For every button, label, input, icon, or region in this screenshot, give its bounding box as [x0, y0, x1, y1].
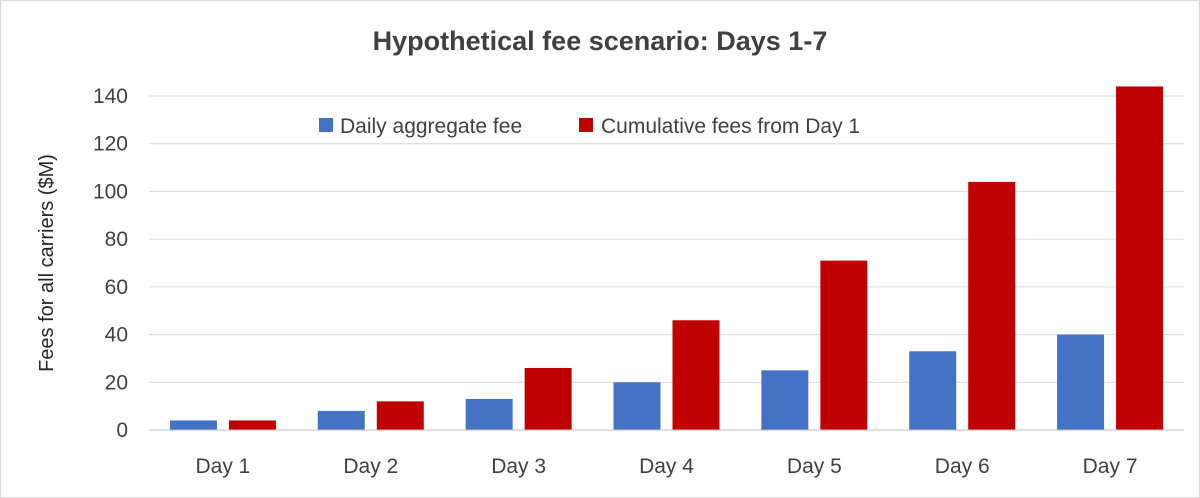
legend-swatch-cumulative: [579, 118, 593, 132]
legend-item-cumulative: Cumulative fees from Day 1: [579, 115, 860, 138]
legend-label-daily: Daily aggregate fee: [340, 115, 522, 138]
x-tick-label: Day 3: [491, 455, 546, 478]
y-tick-label: 100: [93, 180, 128, 203]
chart-title: Hypothetical fee scenario: Days 1-7: [373, 26, 828, 56]
y-tick-label: 20: [105, 371, 128, 394]
legend-label-cumulative: Cumulative fees from Day 1: [601, 115, 860, 138]
legend-item-daily: Daily aggregate fee: [319, 115, 522, 138]
y-tick-label: 0: [116, 419, 128, 442]
x-tick-label: Day 2: [343, 455, 398, 478]
bar-cumulative-day-4: [672, 320, 720, 430]
y-tick-label: 80: [105, 228, 128, 251]
y-tick-label: 140: [93, 85, 128, 108]
legend-swatch-daily: [319, 118, 333, 132]
y-tick-label: 120: [93, 133, 128, 156]
y-tick-label: 60: [105, 276, 128, 299]
gridlines: [149, 95, 1184, 383]
y-tick-label: 40: [105, 324, 128, 347]
y-axis-ticks: 0 20 40 60 80 100 120 140: [93, 85, 128, 442]
y-axis-label: Fees for all carriers ($M): [36, 154, 58, 372]
x-axis-ticks: Day 1 Day 2 Day 3 Day 4 Day 5 Day 6 Day 7: [195, 455, 1137, 478]
bar-cumulative-day-6: [968, 181, 1016, 430]
x-tick-label: Day 4: [639, 455, 694, 478]
bar-cumulative-day-1: [228, 420, 276, 430]
x-tick-label: Day 7: [1083, 455, 1138, 478]
legend: Daily aggregate fee Cumulative fees from…: [319, 115, 860, 138]
x-tick-label: Day 1: [195, 455, 250, 478]
bar-daily-day-7: [1057, 334, 1105, 430]
bar-cumulative-day-7: [1116, 86, 1164, 430]
bar-daily-day-5: [761, 370, 809, 430]
bar-cumulative-day-2: [376, 401, 424, 430]
bar-cumulative-day-3: [524, 367, 572, 430]
bar-daily-day-2: [317, 410, 365, 430]
bar-daily-day-1: [169, 420, 217, 430]
bar-daily-day-6: [909, 351, 957, 430]
bar-daily-day-4: [613, 382, 661, 430]
x-tick-label: Day 5: [787, 455, 842, 478]
x-tick-label: Day 6: [935, 455, 990, 478]
bar-daily-day-3: [465, 398, 513, 430]
bars: [169, 86, 1164, 430]
bar-cumulative-day-5: [820, 260, 868, 430]
